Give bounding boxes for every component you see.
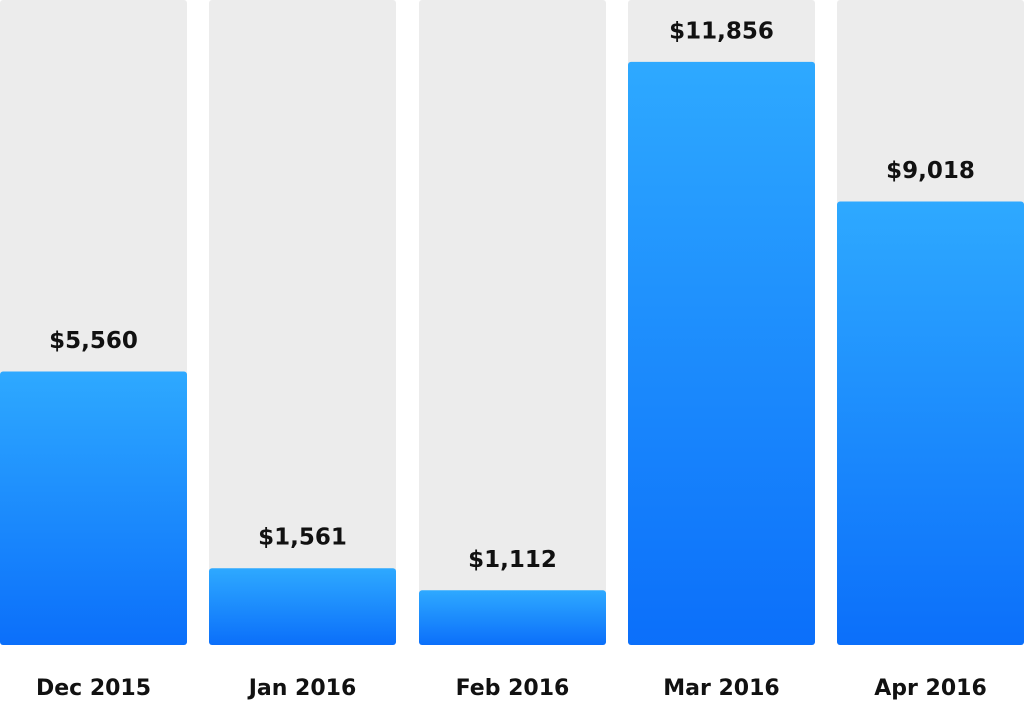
bar-track — [419, 0, 606, 645]
x-tick-label: Dec 2015 — [36, 676, 151, 701]
bar — [209, 568, 396, 645]
x-tick-label: Apr 2016 — [874, 676, 987, 701]
value-label: $9,018 — [886, 158, 975, 184]
value-label: $1,561 — [258, 525, 347, 551]
x-tick-label: Feb 2016 — [456, 676, 570, 701]
bar — [628, 61, 815, 646]
bar — [419, 590, 606, 645]
value-label: $5,560 — [49, 328, 138, 354]
bar — [837, 201, 1024, 646]
value-label: $1,112 — [468, 547, 557, 573]
value-label: $11,856 — [669, 18, 774, 44]
bar-track — [209, 0, 396, 645]
bar — [0, 371, 187, 645]
x-tick-label: Mar 2016 — [663, 676, 779, 701]
x-tick-label: Jan 2016 — [247, 676, 357, 701]
